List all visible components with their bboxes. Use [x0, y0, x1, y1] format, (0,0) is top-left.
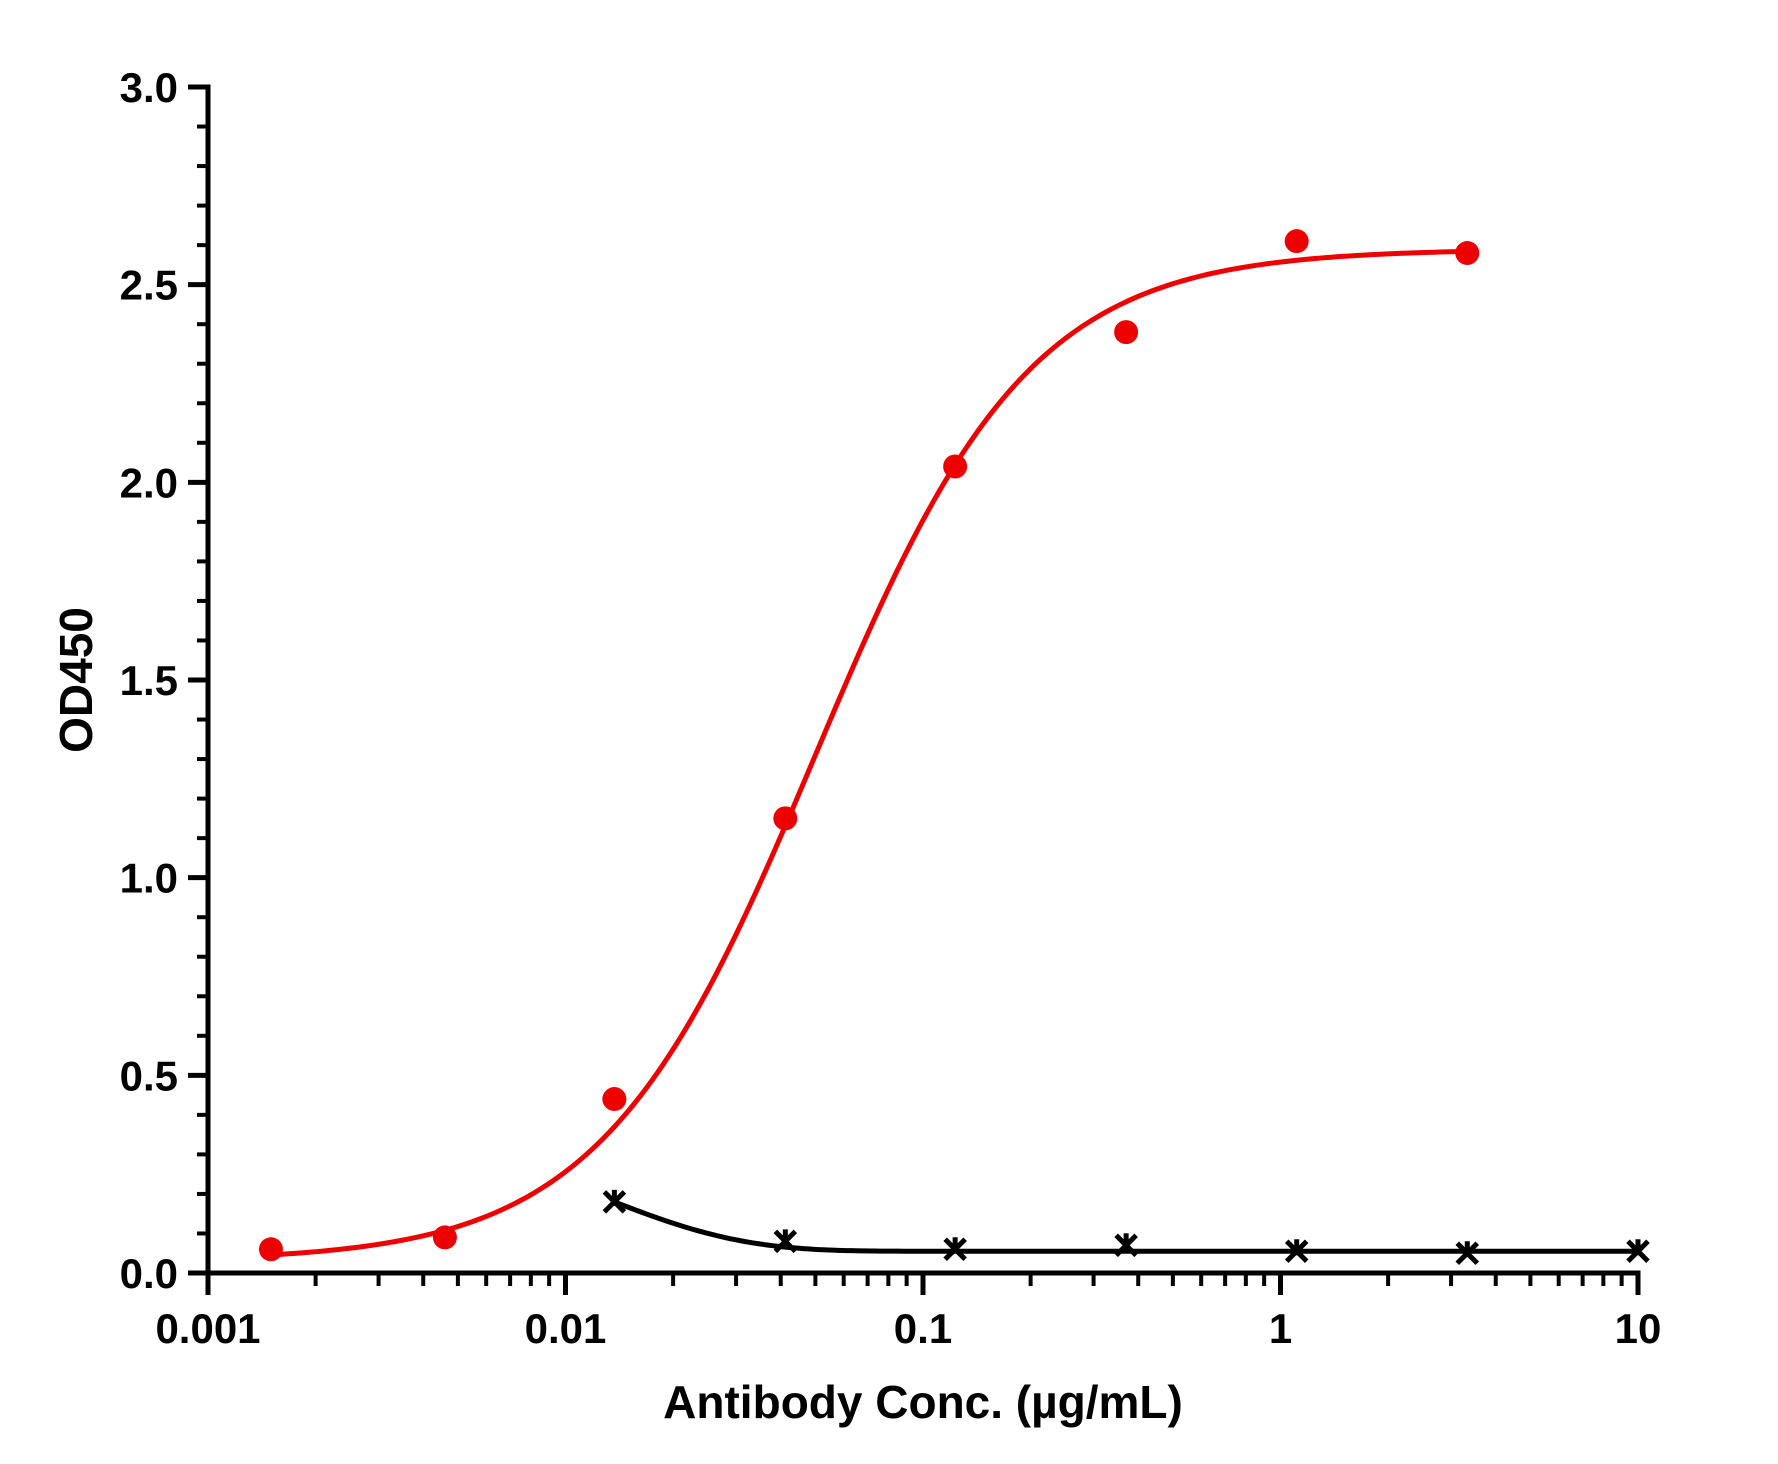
y-tick-label: 2.5 [120, 262, 178, 309]
y-axis-title: OD450 [50, 607, 102, 753]
y-tick-label: 1.0 [120, 855, 178, 902]
x-tick-label: 0.001 [155, 1305, 260, 1352]
data-point [773, 806, 798, 831]
x-tick-label: 1 [1269, 1305, 1292, 1352]
data-point [602, 1087, 627, 1112]
x-tick-label: 10 [1615, 1305, 1662, 1352]
x-tick-label: 0.01 [525, 1305, 607, 1352]
data-point [602, 1189, 627, 1214]
axes: 0.0 0.5 1.0 1.5 2.0 2.5 3.0 0.001 0.01 0.1 1 10 [120, 64, 1662, 1352]
data-point [943, 454, 968, 479]
y-tick-label: 2.0 [120, 459, 178, 506]
fit-curves [270, 248, 1638, 1258]
data-point [773, 1229, 798, 1254]
labels: Antibody Conc. (µg/mL) OD450 [50, 607, 1183, 1428]
data-point [432, 1225, 457, 1250]
data-point [1455, 241, 1480, 266]
data-point [1455, 1241, 1480, 1266]
data-point [943, 1237, 967, 1262]
x-tick-label: 0.1 [894, 1305, 952, 1352]
data-point [1284, 229, 1309, 254]
data-point [1114, 1233, 1138, 1258]
data-point [258, 1237, 283, 1262]
x-axis-title: Antibody Conc. (µg/mL) [663, 1376, 1183, 1428]
y-tick-label: 3.0 [120, 64, 178, 111]
y-tick-label: 1.5 [120, 657, 178, 704]
y-tick-label: 0.5 [120, 1052, 178, 1099]
data-point [1284, 1239, 1309, 1264]
data-point [1114, 320, 1139, 345]
y-tick-label: 0.0 [120, 1250, 178, 1297]
data-markers [258, 229, 1650, 1266]
fit-curve-1 [270, 248, 1468, 1258]
data-point [1626, 1239, 1650, 1264]
